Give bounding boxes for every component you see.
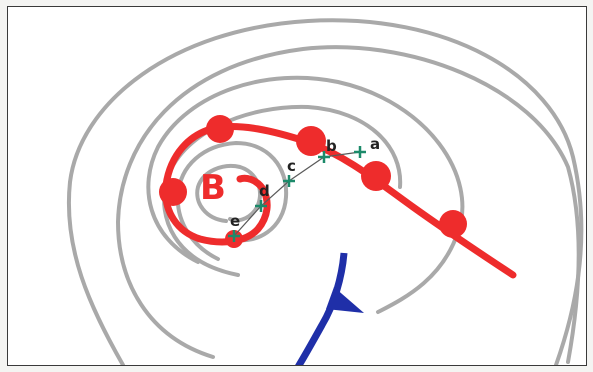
front-semicircle-2 — [361, 161, 391, 191]
isobar-2 — [116, 45, 581, 364]
cold-front-triangle — [326, 287, 364, 313]
point-label-e: e — [230, 212, 240, 230]
isobar-6-innermost — [195, 164, 262, 223]
cold-front-line — [295, 252, 348, 365]
isobar-group — [66, 18, 584, 365]
storm-track-line — [233, 151, 361, 237]
point-a: a — [354, 135, 380, 158]
point-label-b: b — [326, 137, 337, 155]
point-label-a: a — [370, 135, 380, 153]
green-cross-marker-icon — [228, 230, 240, 242]
isobar-1 — [66, 18, 584, 365]
point-d: d — [255, 182, 270, 212]
occluded-front — [159, 115, 517, 279]
point-label-d: d — [259, 182, 270, 200]
green-cross-marker-icon — [318, 151, 330, 163]
track-points: a b c d e — [228, 135, 380, 242]
front-semicircle-5 — [159, 178, 187, 206]
front-semicircle-4 — [206, 115, 234, 143]
low-pressure-label: B — [200, 168, 226, 208]
front-semicircle-1 — [439, 210, 467, 238]
green-cross-marker-icon — [255, 200, 267, 212]
point-c: c — [283, 157, 296, 187]
isobar-3 — [146, 75, 465, 314]
point-e: e — [228, 212, 240, 242]
weather-map: a b c d e B — [7, 6, 587, 366]
green-cross-marker-icon — [354, 146, 366, 158]
weather-map-canvas: a b c d e B — [66, 18, 584, 365]
cold-front — [295, 252, 364, 365]
front-semicircle-3 — [296, 126, 326, 156]
point-b: b — [318, 137, 337, 163]
isobar-5 — [175, 141, 289, 261]
green-cross-marker-icon — [283, 175, 295, 187]
point-label-c: c — [287, 157, 296, 175]
occluded-front-line — [162, 123, 517, 279]
